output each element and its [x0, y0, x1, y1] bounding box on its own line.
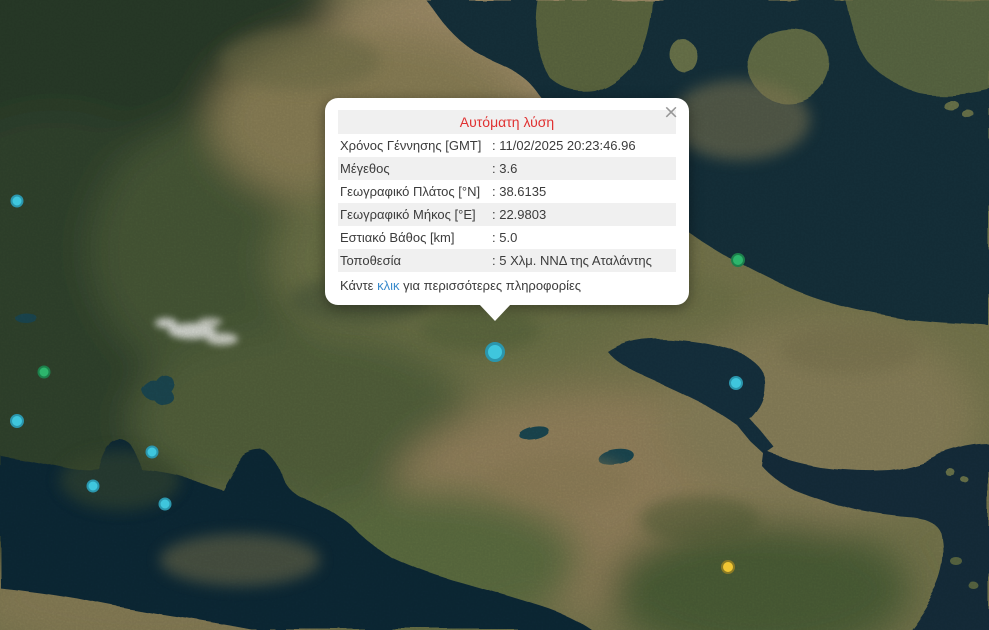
location-value: : 5 Χλμ. ΝΝΔ της Αταλάντης	[492, 253, 652, 268]
earthquake-marker-green[interactable]	[37, 365, 51, 379]
earthquake-marker-cyan[interactable]	[86, 479, 100, 493]
longitude-value: : 22.9803	[492, 207, 547, 222]
row-origin-time: Χρόνος Γέννησης [GMT] : 11/02/2025 20:23…	[338, 134, 676, 157]
earthquake-marker-cyan[interactable]	[158, 497, 172, 511]
earthquake-marker-cyan[interactable]	[10, 194, 24, 208]
row-latitude: Γεωγραφικό Πλάτος [°N] : 38.6135	[338, 180, 676, 203]
row-depth: Εστιακό Βάθος [km] : 5.0	[338, 226, 676, 249]
row-longitude: Γεωγραφικό Μήκος [°E] : 22.9803	[338, 203, 676, 226]
latitude-value: : 38.6135	[492, 184, 547, 199]
depth-value: : 5.0	[492, 230, 518, 245]
footer-suffix: για περισσότερες πληροφορίες	[399, 278, 582, 293]
row-location: Τοποθεσία : 5 Χλμ. ΝΝΔ της Αταλάντης	[338, 249, 676, 272]
earthquake-marker-yellow[interactable]	[721, 560, 735, 574]
magnitude-label: Μέγεθος	[340, 161, 390, 176]
latitude-label: Γεωγραφικό Πλάτος [°N]	[340, 184, 481, 199]
earthquake-marker-cyan[interactable]	[145, 445, 159, 459]
origin-time-value: : 11/02/2025 20:23:46.96	[492, 138, 636, 153]
close-icon[interactable]: ×	[663, 101, 679, 123]
location-label: Τοποθεσία	[340, 253, 402, 268]
magnitude-value: : 3.6	[492, 161, 518, 176]
earthquake-marker-cyan[interactable]	[485, 342, 505, 362]
popup-title: Αυτόματη λύση	[338, 110, 676, 134]
earthquake-marker-cyan[interactable]	[729, 376, 743, 390]
row-magnitude: Μέγεθος : 3.6	[338, 157, 676, 180]
longitude-label: Γεωγραφικό Μήκος [°E]	[340, 207, 476, 222]
earthquake-marker-green[interactable]	[731, 253, 745, 267]
footer-prefix: Κάντε	[340, 278, 378, 293]
earthquake-popup: × Αυτόματη λύση Χρόνος Γέννησης [GMT] : …	[325, 98, 689, 321]
origin-time-label: Χρόνος Γέννησης [GMT]	[340, 138, 482, 153]
more-info-link[interactable]: κλικ	[377, 278, 400, 293]
earthquake-marker-cyan[interactable]	[10, 414, 24, 428]
depth-label: Εστιακό Βάθος [km]	[340, 230, 455, 245]
popup-footer: Κάντε κλικ για περισσότερες πληροφορίες	[338, 272, 676, 297]
popup-tail	[479, 304, 511, 321]
